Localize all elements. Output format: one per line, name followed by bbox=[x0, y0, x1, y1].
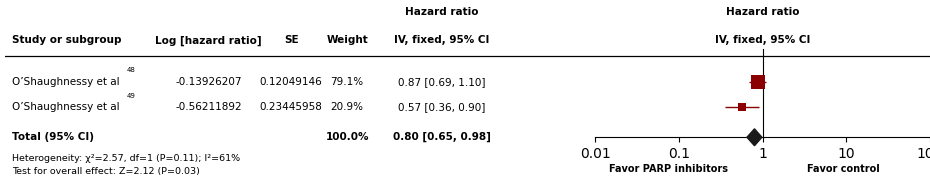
Text: 49: 49 bbox=[126, 93, 136, 99]
Text: -0.13926207: -0.13926207 bbox=[175, 77, 242, 87]
Text: Hazard ratio: Hazard ratio bbox=[725, 7, 800, 17]
Text: SE: SE bbox=[284, 36, 299, 45]
Text: Total (95% CI): Total (95% CI) bbox=[12, 132, 94, 142]
Text: 100.0%: 100.0% bbox=[326, 132, 369, 142]
Text: 0.80 [0.65, 0.98]: 0.80 [0.65, 0.98] bbox=[392, 132, 491, 142]
Point bbox=[751, 80, 765, 83]
Text: 0.12049146: 0.12049146 bbox=[259, 77, 323, 87]
Text: 0.57 [0.36, 0.90]: 0.57 [0.36, 0.90] bbox=[398, 102, 485, 112]
Text: O’Shaughnessy et al: O’Shaughnessy et al bbox=[12, 102, 119, 112]
Text: Test for overall effect: Z=2.12 (P=0.03): Test for overall effect: Z=2.12 (P=0.03) bbox=[12, 167, 200, 176]
Text: 0.87 [0.69, 1.10]: 0.87 [0.69, 1.10] bbox=[398, 77, 485, 87]
Text: IV, fixed, 95% CI: IV, fixed, 95% CI bbox=[394, 36, 489, 45]
Text: Favor PARP inhibitors: Favor PARP inhibitors bbox=[609, 164, 728, 174]
Text: O’Shaughnessy et al: O’Shaughnessy et al bbox=[12, 77, 119, 87]
Text: Hazard ratio: Hazard ratio bbox=[405, 7, 478, 17]
Text: 0.23445958: 0.23445958 bbox=[259, 102, 323, 112]
Text: 20.9%: 20.9% bbox=[331, 102, 364, 112]
Text: 48: 48 bbox=[126, 67, 136, 73]
Point bbox=[735, 106, 750, 109]
Text: Favor control: Favor control bbox=[806, 164, 880, 174]
Text: Weight: Weight bbox=[326, 36, 368, 45]
Polygon shape bbox=[747, 129, 762, 146]
Text: 79.1%: 79.1% bbox=[330, 77, 364, 87]
Text: Log [hazard ratio]: Log [hazard ratio] bbox=[155, 35, 261, 46]
Text: IV, fixed, 95% CI: IV, fixed, 95% CI bbox=[715, 36, 810, 45]
Text: Heterogeneity: χ²=2.57, df=1 (P=0.11); I²=61%: Heterogeneity: χ²=2.57, df=1 (P=0.11); I… bbox=[12, 154, 240, 163]
Text: Study or subgroup: Study or subgroup bbox=[12, 36, 121, 45]
Text: -0.56211892: -0.56211892 bbox=[175, 102, 242, 112]
